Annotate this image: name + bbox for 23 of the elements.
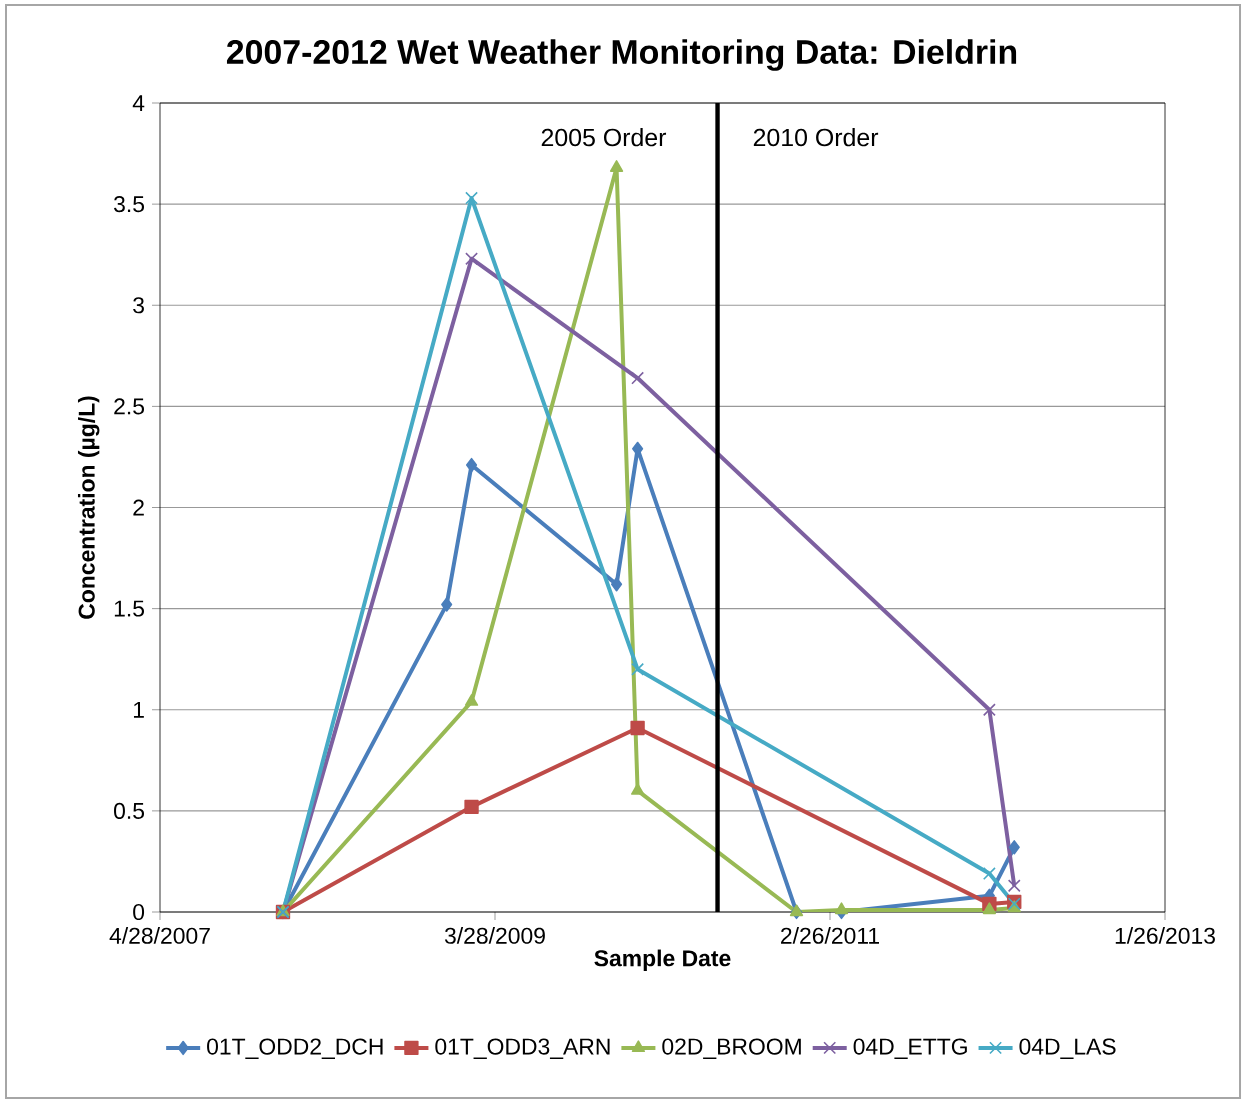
annotation: 2010 Order xyxy=(753,128,879,147)
x-tick-label: 4/28/2007 xyxy=(109,927,210,944)
y-tick-label: 2.5 xyxy=(114,398,145,415)
x-tick-label: 2/26/2011 xyxy=(781,927,879,944)
y-tick-label: 4 xyxy=(132,95,145,111)
y-axis-title: Concentration (µg/L) xyxy=(77,396,100,619)
legend-label: 04D_ETTG xyxy=(853,1038,967,1059)
y-tick-label: 1 xyxy=(133,701,144,718)
y-tick-label: 1.5 xyxy=(114,600,145,617)
legend-label: 01T_ODD3_ARN xyxy=(435,1038,610,1059)
legend-label: 04D_LAS xyxy=(1019,1038,1116,1059)
x-tick-label: 1/26/2013 xyxy=(1115,927,1215,944)
y-tick-label: 2 xyxy=(133,499,144,516)
x-axis-title: Sample Date xyxy=(594,949,731,971)
annotation: 2005 Order xyxy=(541,128,667,147)
legend-label: 01T_ODD2_DCH xyxy=(207,1038,383,1059)
y-tick-label: 0 xyxy=(133,903,145,921)
chart-title: 2007-2012 Wet Weather Monitoring Data: Dieldrin xyxy=(226,39,1017,71)
y-tick-label: 0.5 xyxy=(114,802,145,819)
legend-label: 02D_BROOM xyxy=(662,1038,801,1059)
y-tick-label: 3 xyxy=(133,297,144,314)
y-tick-label: 3.5 xyxy=(113,196,145,213)
x-tick-label: 3/28/2009 xyxy=(444,927,545,944)
